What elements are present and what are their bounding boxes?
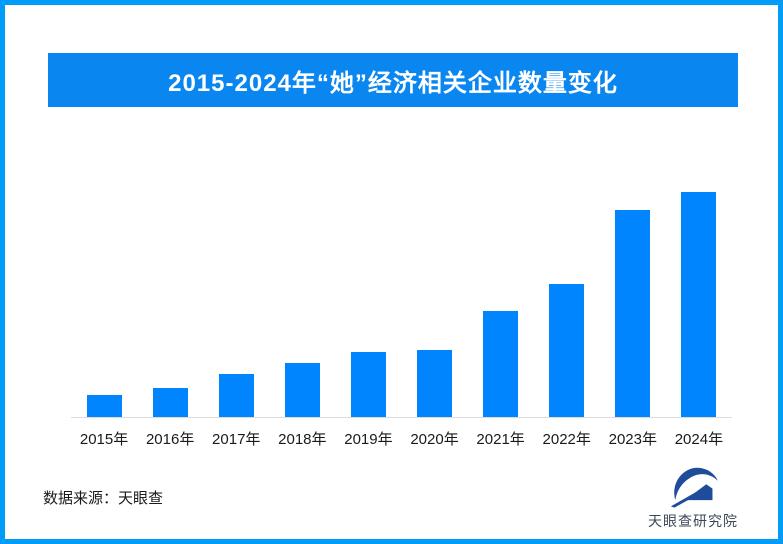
bar-column-2022年 (534, 150, 600, 417)
bar (681, 192, 717, 417)
x-axis-label: 2019年 (344, 431, 393, 448)
bar (350, 351, 386, 417)
title-banner: 2015-2024年“她”经济相关企业数量变化 (48, 53, 738, 107)
bar (284, 363, 320, 417)
data-source-note: 数据来源：天眼查 (43, 490, 164, 507)
x-axis-labels: 2015年 2016年 2017年 2018年 2019年 2020年 2021年 2022年… (71, 428, 732, 449)
bar (218, 374, 254, 417)
bar (86, 394, 122, 417)
bar-column-2019年 (335, 150, 401, 417)
chart-title: 2015-2024年“她”经济相关企业数量变化 (168, 69, 618, 97)
x-axis-label: 2017年 (212, 431, 261, 448)
bar-column-2015年 (71, 150, 137, 417)
x-axis-line (71, 417, 732, 418)
bar-column-2020年 (401, 150, 467, 417)
bar (483, 311, 519, 417)
bar (417, 349, 453, 417)
tianyancha-eye-icon (670, 467, 718, 508)
bar-column-2021年 (468, 150, 534, 417)
bar-chart-plot-area (71, 150, 732, 417)
bar-column-2024年 (666, 150, 732, 417)
bar (549, 284, 585, 417)
bar-column-2018年 (269, 150, 335, 417)
x-axis-label: 2024年 (674, 431, 724, 448)
bar-column-2017年 (203, 150, 269, 417)
x-axis-label: 2016年 (145, 431, 195, 448)
x-axis-label: 2015年 (79, 431, 129, 448)
tianyancha-research-logo: 天眼查研究院 (638, 463, 748, 531)
x-axis-label: 2020年 (410, 431, 459, 448)
x-axis-label: 2018年 (278, 431, 327, 448)
x-axis-label: 2022年 (542, 431, 591, 448)
x-axis-label: 2023年 (608, 431, 657, 448)
bar-column-2016年 (137, 150, 203, 417)
bar (615, 210, 651, 417)
bar-column-2023年 (600, 150, 666, 417)
x-axis-label: 2021年 (476, 431, 525, 448)
tianyancha-research-label: 天眼查研究院 (648, 513, 738, 529)
bar (152, 387, 188, 417)
